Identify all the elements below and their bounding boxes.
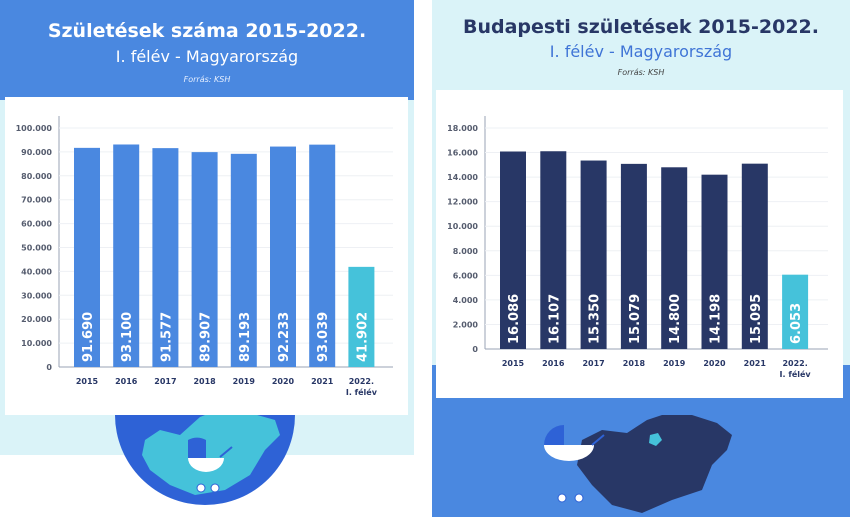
bar: [500, 151, 526, 349]
x-tick-label: I. félév: [780, 369, 812, 379]
x-tick-label: 2016: [115, 377, 138, 386]
x-tick-label: I. félév: [346, 387, 378, 397]
bar-data-label: 14.800: [668, 294, 683, 344]
y-tick-label: 50.000: [21, 244, 52, 253]
hungary-map-icon: [577, 415, 732, 513]
bar-data-label: 16.107: [547, 294, 562, 344]
x-tick-label: 2017: [154, 377, 176, 386]
bar-data-label: 41.902: [355, 312, 370, 362]
y-tick-label: 20.000: [21, 315, 52, 324]
x-tick-label: 2022.: [349, 377, 374, 386]
bar: [113, 144, 140, 367]
y-tick-label: 8.000: [453, 247, 479, 256]
y-tick-label: 100.000: [16, 124, 53, 133]
y-tick-label: 0: [472, 345, 478, 354]
x-tick-label: 2022.: [782, 359, 807, 368]
bar-data-label: 16.086: [507, 294, 522, 344]
x-tick-label: 2019: [663, 359, 686, 368]
bar-data-label: 92.233: [277, 312, 292, 362]
bar: [230, 153, 257, 367]
y-tick-label: 30.000: [21, 291, 52, 300]
y-tick-label: 2.000: [453, 320, 479, 329]
right-subtitle: I. félév - Magyarország: [549, 42, 733, 61]
left-title: Születések száma 2015-2022.: [47, 20, 367, 42]
y-tick-label: 14.000: [447, 173, 478, 182]
x-tick-label: 2019: [233, 377, 256, 386]
bar: [191, 152, 218, 367]
bar-data-label: 93.100: [120, 312, 135, 362]
bar: [620, 163, 647, 349]
bar: [540, 151, 567, 349]
x-tick-label: 2018: [623, 359, 646, 368]
left-map-decoration: [115, 407, 295, 505]
bar: [661, 167, 688, 349]
x-tick-label: 2015: [76, 377, 99, 386]
x-tick-label: 2015: [502, 359, 525, 368]
bar-data-label: 6.053: [789, 303, 804, 344]
x-tick-label: 2020: [703, 359, 726, 368]
right-source: Forrás: KSH: [617, 68, 665, 77]
bar-data-label: 91.690: [81, 312, 96, 362]
left-header-band: [0, 0, 414, 100]
bar: [74, 147, 100, 367]
baby-stroller-icon: [544, 425, 605, 503]
x-tick-label: 2020: [272, 377, 295, 386]
bar: [309, 144, 336, 367]
left-chart-card: 0 10.000 20.000 30.000 40.000 50.000 60.000 70.…: [5, 97, 408, 415]
y-tick-label: 4.000: [453, 296, 479, 305]
y-tick-label: 10.000: [21, 339, 52, 348]
baby-stroller-icon: [188, 437, 233, 493]
right-infographic: Budapesti születések 2015-2022. I. félév…: [432, 0, 850, 517]
y-tick-label: 10.000: [447, 222, 478, 231]
y-tick-label: 40.000: [21, 267, 52, 276]
y-tick-label: 60.000: [21, 220, 52, 229]
x-tick-label: 2021: [744, 359, 767, 368]
y-tick-label: 18.000: [447, 124, 478, 133]
left-source: Forrás: KSH: [183, 75, 231, 84]
bar-data-label: 91.577: [159, 312, 174, 362]
y-tick-label: 0: [46, 363, 52, 372]
left-subtitle: I. félév - Magyarország: [115, 47, 299, 66]
x-tick-label: 2021: [311, 377, 334, 386]
y-tick-label: 80.000: [21, 172, 52, 181]
hungary-map-icon: [142, 407, 280, 495]
x-tick-label: 2017: [582, 359, 604, 368]
right-chart-card: 0 2.000 4.000 6.000 8.000 10.000 12.000 14.000 1…: [436, 90, 843, 398]
budapest-marker-icon: [649, 433, 662, 446]
bar: [741, 163, 768, 349]
bar-data-label: 93.039: [316, 312, 331, 362]
right-title: Budapesti születések 2015-2022.: [462, 16, 819, 38]
bar: [580, 160, 607, 349]
bar: [348, 266, 375, 367]
bar-data-label: 14.198: [709, 294, 724, 344]
x-tick-label: 2018: [193, 377, 216, 386]
y-tick-label: 16.000: [447, 149, 478, 158]
y-tick-label: 70.000: [21, 196, 52, 205]
bar-data-label: 15.350: [588, 294, 603, 344]
left-infographic: Születések száma 2015-2022. I. félév - M…: [0, 0, 414, 517]
bar: [782, 274, 809, 349]
bar-data-label: 89.193: [238, 312, 253, 362]
right-map-decoration: [544, 415, 732, 513]
bar: [270, 146, 296, 367]
x-tick-label: 2016: [542, 359, 565, 368]
y-tick-label: 12.000: [447, 198, 478, 207]
y-tick-label: 6.000: [453, 271, 479, 280]
y-tick-label: 90.000: [21, 148, 52, 157]
bar-data-label: 15.079: [628, 294, 643, 344]
right-header-band: [432, 0, 850, 100]
right-bar-chart: 0 2.000 4.000 6.000 8.000 10.000 12.000 14.000 1…: [447, 116, 828, 379]
bar-data-label: 15.095: [749, 294, 764, 344]
bar-data-label: 89.907: [199, 312, 214, 362]
bar: [701, 174, 728, 349]
left-bar-chart: 0 10.000 20.000 30.000 40.000 50.000 60.000 70.…: [16, 116, 393, 397]
bar: [152, 148, 179, 367]
